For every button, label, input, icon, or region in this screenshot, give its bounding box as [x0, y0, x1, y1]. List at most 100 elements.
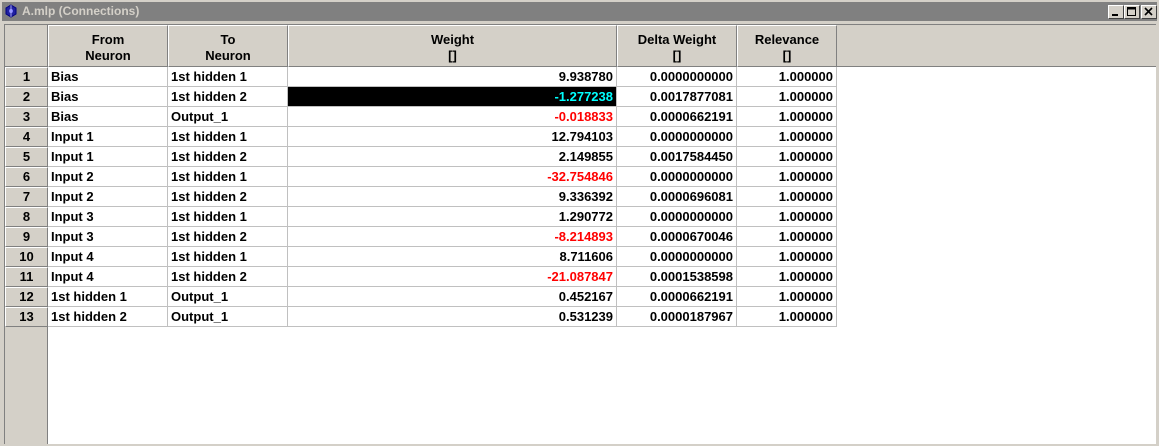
row-header[interactable]: 3 — [5, 107, 48, 127]
maximize-button[interactable] — [1124, 5, 1140, 19]
column-header-unit: Neuron — [205, 48, 251, 63]
cell-weight[interactable]: 1.290772 — [288, 207, 617, 227]
cell-delta-weight[interactable]: 0.0017877081 — [617, 87, 737, 107]
column-header-delta-weight[interactable]: Delta Weight[] — [617, 25, 737, 67]
cell-from-neuron[interactable]: 1st hidden 2 — [48, 307, 168, 327]
cell-weight[interactable]: 0.452167 — [288, 287, 617, 307]
column-header-title: From — [91, 32, 125, 47]
cell-relevance[interactable]: 1.000000 — [737, 267, 837, 287]
minimize-button[interactable] — [1108, 5, 1124, 19]
cell-weight[interactable]: -0.018833 — [288, 107, 617, 127]
cell-delta-weight[interactable]: 0.0000000000 — [617, 67, 737, 87]
cell-to-neuron[interactable]: Output_1 — [168, 307, 288, 327]
cell-delta-weight[interactable]: 0.0000000000 — [617, 207, 737, 227]
cell-relevance[interactable]: 1.000000 — [737, 67, 837, 87]
row-header[interactable]: 8 — [5, 207, 48, 227]
cell-weight[interactable]: 9.938780 — [288, 67, 617, 87]
row-header[interactable]: 4 — [5, 127, 48, 147]
cell-to-neuron[interactable]: 1st hidden 1 — [168, 67, 288, 87]
cell-to-neuron[interactable]: 1st hidden 2 — [168, 147, 288, 167]
cell-from-neuron[interactable]: Input 2 — [48, 187, 168, 207]
cell-weight[interactable]: -8.214893 — [288, 227, 617, 247]
cell-relevance[interactable]: 1.000000 — [737, 167, 837, 187]
cell-delta-weight[interactable]: 0.0017584450 — [617, 147, 737, 167]
cell-weight[interactable]: 9.336392 — [288, 187, 617, 207]
cell-relevance[interactable]: 1.000000 — [737, 147, 837, 167]
cell-relevance[interactable]: 1.000000 — [737, 207, 837, 227]
cell-relevance[interactable]: 1.000000 — [737, 247, 837, 267]
cell-delta-weight[interactable]: 0.0000000000 — [617, 167, 737, 187]
cell-from-neuron[interactable]: Input 4 — [48, 267, 168, 287]
window-title: A.mlp (Connections) — [22, 4, 140, 18]
row-header[interactable]: 6 — [5, 167, 48, 187]
cell-relevance[interactable]: 1.000000 — [737, 107, 837, 127]
cell-weight[interactable]: -21.087847 — [288, 267, 617, 287]
row-header[interactable]: 12 — [5, 287, 48, 307]
row-header-fill — [5, 327, 48, 444]
cell-delta-weight[interactable]: 0.0000000000 — [617, 247, 737, 267]
cell-relevance[interactable]: 1.000000 — [737, 187, 837, 207]
row-header[interactable]: 13 — [5, 307, 48, 327]
cell-from-neuron[interactable]: Bias — [48, 87, 168, 107]
column-header-to-neuron[interactable]: To Neuron — [168, 25, 288, 67]
cell-to-neuron[interactable]: 1st hidden 1 — [168, 127, 288, 147]
cell-from-neuron[interactable]: Bias — [48, 107, 168, 127]
cell-to-neuron[interactable]: 1st hidden 1 — [168, 207, 288, 227]
cell-relevance[interactable]: 1.000000 — [737, 307, 837, 327]
row-header[interactable]: 10 — [5, 247, 48, 267]
cell-weight[interactable]: -32.754846 — [288, 167, 617, 187]
cell-delta-weight[interactable]: 0.0000696081 — [617, 187, 737, 207]
column-header-unit: [] — [672, 48, 682, 63]
cell-to-neuron[interactable]: Output_1 — [168, 287, 288, 307]
cell-from-neuron[interactable]: Input 4 — [48, 247, 168, 267]
cell-relevance[interactable]: 1.000000 — [737, 127, 837, 147]
cell-relevance[interactable]: 1.000000 — [737, 287, 837, 307]
cell-weight[interactable]: 12.794103 — [288, 127, 617, 147]
cell-to-neuron[interactable]: 1st hidden 2 — [168, 267, 288, 287]
cell-relevance[interactable]: 1.000000 — [737, 87, 837, 107]
column-header-weight[interactable]: Weight[] — [288, 25, 617, 67]
column-header-title: Weight — [430, 32, 475, 47]
cell-delta-weight[interactable]: 0.0000000000 — [617, 127, 737, 147]
app-icon[interactable] — [4, 4, 18, 18]
row-header[interactable]: 1 — [5, 67, 48, 87]
column-header-title: Relevance — [754, 32, 820, 47]
cell-to-neuron[interactable]: 1st hidden 2 — [168, 187, 288, 207]
cell-delta-weight[interactable]: 0.0000670046 — [617, 227, 737, 247]
grid-corner[interactable] — [5, 25, 48, 67]
cell-to-neuron[interactable]: Output_1 — [168, 107, 288, 127]
column-header-relevance[interactable]: Relevance[] — [737, 25, 837, 67]
cell-from-neuron[interactable]: 1st hidden 1 — [48, 287, 168, 307]
column-header-unit: Neuron — [85, 48, 131, 63]
cell-weight[interactable]: 8.711606 — [288, 247, 617, 267]
cell-to-neuron[interactable]: 1st hidden 1 — [168, 167, 288, 187]
row-header[interactable]: 11 — [5, 267, 48, 287]
close-button[interactable] — [1141, 5, 1157, 19]
column-header-from-neuron[interactable]: From Neuron — [48, 25, 168, 67]
cell-delta-weight[interactable]: 0.0001538598 — [617, 267, 737, 287]
cell-from-neuron[interactable]: Input 3 — [48, 207, 168, 227]
cell-from-neuron[interactable]: Input 3 — [48, 227, 168, 247]
cell-from-neuron[interactable]: Input 2 — [48, 167, 168, 187]
cell-from-neuron[interactable]: Input 1 — [48, 127, 168, 147]
cell-relevance[interactable]: 1.000000 — [737, 227, 837, 247]
cell-delta-weight[interactable]: 0.0000662191 — [617, 107, 737, 127]
row-header[interactable]: 9 — [5, 227, 48, 247]
cell-to-neuron[interactable]: 1st hidden 2 — [168, 87, 288, 107]
row-header[interactable]: 5 — [5, 147, 48, 167]
cell-weight[interactable]: 0.531239 — [288, 307, 617, 327]
cell-delta-weight[interactable]: 0.0000662191 — [617, 287, 737, 307]
cell-to-neuron[interactable]: 1st hidden 2 — [168, 227, 288, 247]
row-header[interactable]: 2 — [5, 87, 48, 107]
cell-from-neuron[interactable]: Bias — [48, 67, 168, 87]
title-bar[interactable]: A.mlp (Connections) — [2, 2, 1157, 21]
connections-grid[interactable]: From Neuron To Neuron Weight[] Delta Weight[]… — [4, 24, 1156, 444]
cell-weight[interactable]: 2.149855 — [288, 147, 617, 167]
cell-delta-weight[interactable]: 0.0000187967 — [617, 307, 737, 327]
row-header[interactable]: 7 — [5, 187, 48, 207]
cell-to-neuron[interactable]: 1st hidden 1 — [168, 247, 288, 267]
cell-weight[interactable]: -1.277238 — [288, 87, 617, 107]
cell-from-neuron[interactable]: Input 1 — [48, 147, 168, 167]
column-header-title: To — [220, 32, 236, 47]
